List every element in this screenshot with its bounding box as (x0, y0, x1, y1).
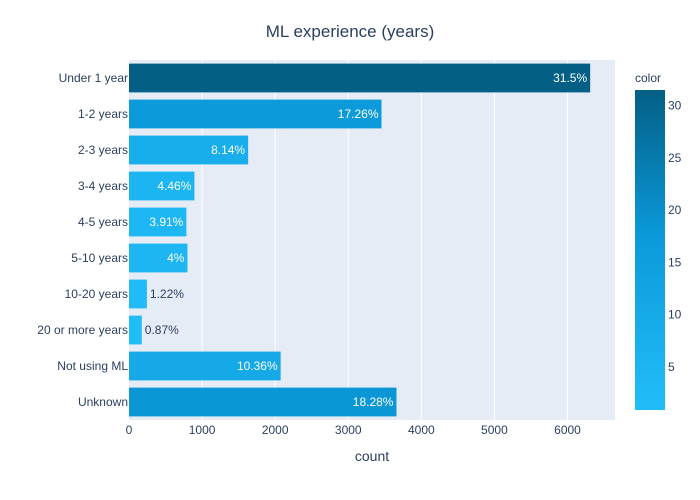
bar (129, 351, 281, 381)
bar (129, 99, 382, 129)
bars (129, 63, 591, 417)
bar-value-label: 18.28% (353, 395, 394, 409)
bar-value-label: 4.46% (157, 179, 191, 193)
x-tick-label: 2000 (262, 423, 289, 437)
bar-labels: 31.5% 17.26% 8.14% 4.46% 3.91% 4% 1.22% 0.87% 10… (145, 71, 588, 409)
bar-value-label: 0.87% (145, 323, 179, 337)
colorbar-ticks: 5 10 15 20 25 30 (668, 99, 682, 374)
y-tick-label: Unknown (78, 395, 128, 409)
bar-value-label: 8.14% (211, 143, 245, 157)
bar-value-label: 31.5% (553, 71, 587, 85)
bar (129, 243, 188, 273)
colorbar-tick-label: 10 (668, 308, 682, 322)
y-tick-label: 1-2 years (78, 107, 128, 121)
y-tick-label: 2-3 years (78, 143, 128, 157)
colorbar: color 5 10 15 20 25 30 (635, 71, 682, 410)
bar (129, 207, 187, 237)
colorbar-tick-label: 25 (668, 151, 682, 165)
bar (129, 171, 195, 201)
colorbar-gradient (635, 90, 665, 410)
x-tick-label: 4000 (408, 423, 435, 437)
bar-value-label: 1.22% (150, 287, 184, 301)
x-tick-label: 1000 (189, 423, 216, 437)
colorbar-tick-label: 5 (668, 360, 675, 374)
y-tick-label: Under 1 year (59, 71, 128, 85)
y-tick-label: 4-5 years (78, 215, 128, 229)
bar-value-label: 3.91% (149, 215, 183, 229)
y-tick-label: 3-4 years (78, 179, 128, 193)
y-tick-label: 5-10 years (71, 251, 128, 265)
y-tick-label: 20 or more years (37, 323, 128, 337)
y-tick-label: 10-20 years (65, 287, 128, 301)
colorbar-tick-label: 15 (668, 255, 682, 269)
x-tick-label: 5000 (481, 423, 508, 437)
y-axis-tick-labels: Under 1 year 1-2 years 2-3 years 3-4 years 4… (37, 71, 128, 409)
y-tick-label: Not using ML (57, 359, 128, 373)
x-tick-label: 6000 (554, 423, 581, 437)
bar-value-label: 4% (167, 251, 185, 265)
x-axis-tick-labels: 0 1000 2000 3000 4000 5000 6000 (126, 423, 582, 437)
colorbar-tick-label: 20 (668, 203, 682, 217)
colorbar-title: color (635, 71, 661, 85)
bar-value-label: 10.36% (237, 359, 278, 373)
bar (129, 63, 591, 93)
bar (129, 279, 147, 309)
bar (129, 135, 249, 165)
x-axis-title: count (355, 448, 389, 464)
x-tick-label: 3000 (335, 423, 362, 437)
bar (129, 315, 142, 345)
bar-value-label: 17.26% (338, 107, 379, 121)
x-tick-label: 0 (126, 423, 133, 437)
colorbar-tick-label: 30 (668, 99, 682, 113)
chart-title: ML experience (years) (266, 22, 435, 41)
bar (129, 387, 397, 417)
